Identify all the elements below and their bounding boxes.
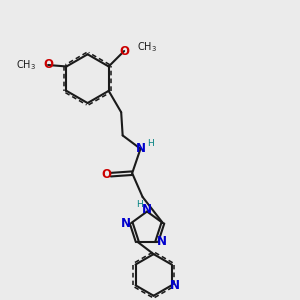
Text: CH$_3$: CH$_3$ xyxy=(16,58,36,72)
Text: N: N xyxy=(136,142,146,155)
Text: CH$_3$: CH$_3$ xyxy=(136,40,157,54)
Text: O: O xyxy=(119,44,129,58)
Text: O: O xyxy=(43,58,53,71)
Text: N: N xyxy=(157,235,167,248)
Text: N: N xyxy=(170,279,180,292)
Text: N: N xyxy=(121,217,131,230)
Text: O: O xyxy=(102,168,112,181)
Text: H: H xyxy=(136,200,143,209)
Text: H: H xyxy=(147,139,153,148)
Text: N: N xyxy=(142,202,152,216)
